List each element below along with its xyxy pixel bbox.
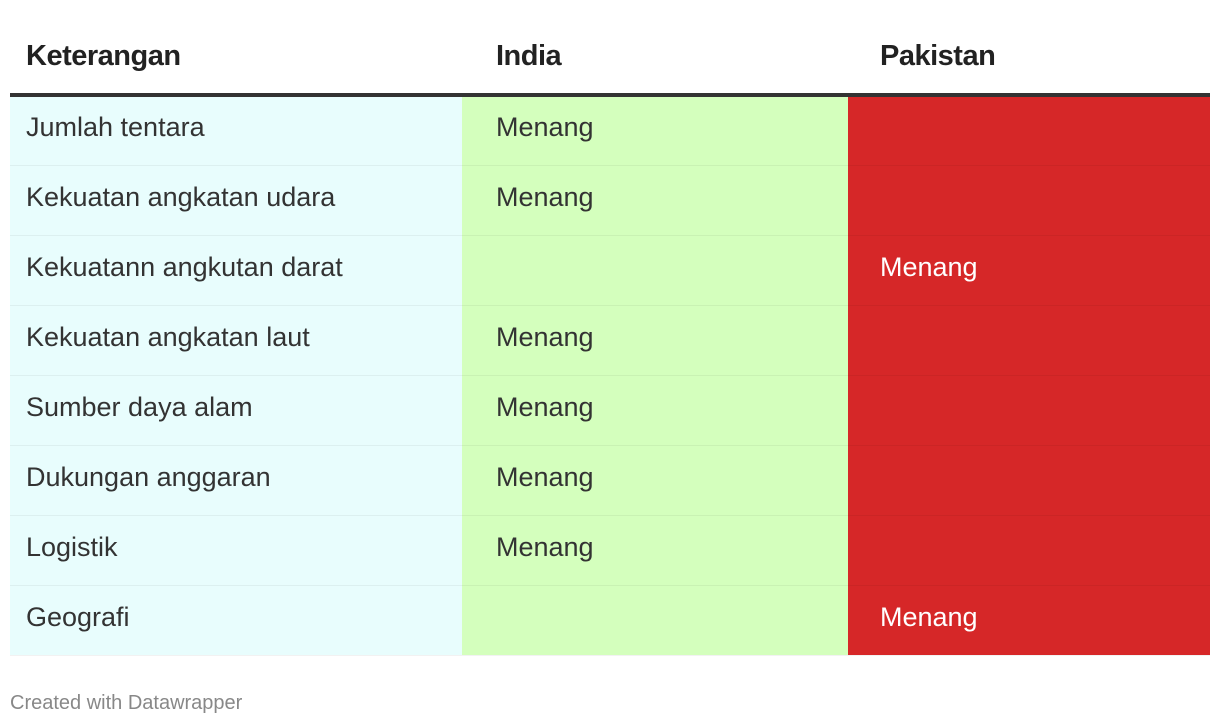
row-label-cell: Dukungan anggaran — [10, 445, 462, 516]
pakistan-cell: Menang — [848, 235, 1210, 306]
table-row: Kekuatan angkatan udara Menang — [10, 165, 1210, 236]
india-cell: Menang — [462, 515, 848, 586]
table-header-row: Keterangan India Pakistan — [10, 0, 1210, 97]
pakistan-cell — [848, 95, 1210, 166]
table-row: Dukungan anggaran Menang — [10, 445, 1210, 516]
datawrapper-table-container: Keterangan India Pakistan Jumlah tentara… — [10, 0, 1210, 656]
table-row: Kekuatan angkatan laut Menang — [10, 305, 1210, 376]
row-label-cell: Geografi — [10, 585, 462, 656]
table-row: Sumber daya alam Menang — [10, 375, 1210, 446]
comparison-table: Keterangan India Pakistan Jumlah tentara… — [10, 0, 1210, 656]
india-cell: Menang — [462, 375, 848, 446]
india-cell: Menang — [462, 305, 848, 376]
pakistan-cell — [848, 445, 1210, 516]
table-row: Kekuatann angkutan darat Menang — [10, 235, 1210, 306]
india-cell — [462, 235, 848, 306]
column-header-keterangan[interactable]: Keterangan — [10, 0, 462, 97]
row-label-cell: Kekuatan angkatan laut — [10, 305, 462, 376]
row-label-cell: Logistik — [10, 515, 462, 586]
pakistan-cell — [848, 305, 1210, 376]
row-label-cell: Jumlah tentara — [10, 95, 462, 166]
datawrapper-credit[interactable]: Created with Datawrapper — [10, 692, 243, 714]
column-header-pakistan[interactable]: Pakistan — [848, 0, 1210, 97]
india-cell — [462, 585, 848, 656]
pakistan-cell — [848, 515, 1210, 586]
pakistan-cell — [848, 375, 1210, 446]
table-row: Geografi Menang — [10, 585, 1210, 656]
table-row: Logistik Menang — [10, 515, 1210, 586]
row-label-cell: Sumber daya alam — [10, 375, 462, 446]
table-row: Jumlah tentara Menang — [10, 95, 1210, 166]
india-cell: Menang — [462, 95, 848, 166]
row-label-cell: Kekuatann angkutan darat — [10, 235, 462, 306]
pakistan-cell — [848, 165, 1210, 236]
row-label-cell: Kekuatan angkatan udara — [10, 165, 462, 236]
india-cell: Menang — [462, 445, 848, 516]
pakistan-cell: Menang — [848, 585, 1210, 656]
column-header-india[interactable]: India — [462, 0, 848, 97]
india-cell: Menang — [462, 165, 848, 236]
